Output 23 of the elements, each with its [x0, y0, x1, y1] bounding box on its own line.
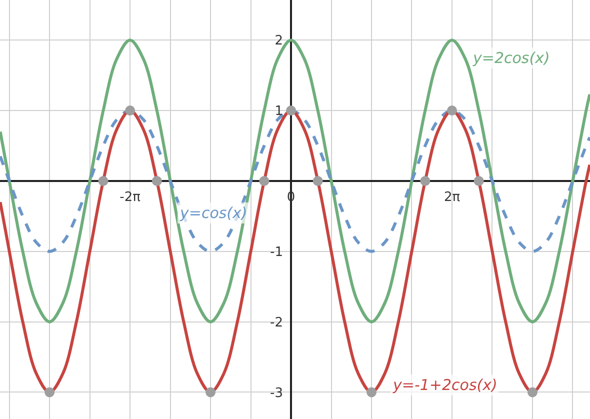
point	[259, 176, 270, 186]
point	[527, 387, 538, 398]
y-tick-label: -3	[270, 386, 284, 401]
point	[206, 387, 216, 398]
point	[44, 387, 55, 398]
point	[446, 106, 457, 116]
x-tick-label: -2π	[120, 190, 141, 205]
point	[152, 176, 162, 186]
point	[420, 176, 430, 186]
point	[474, 176, 484, 186]
point	[312, 176, 323, 186]
x-tick-label: 2π	[444, 190, 460, 205]
y-tick-label: 2	[274, 34, 284, 49]
series-label: y=cos(x)	[179, 204, 248, 222]
point	[366, 387, 377, 398]
series-label: y=-1+2cos(x)	[392, 376, 498, 394]
series-label: y=2cos(x)	[472, 49, 550, 67]
point	[98, 176, 108, 186]
y-tick-label: -1	[270, 244, 284, 260]
point	[125, 106, 136, 116]
y-tick-label: -2	[270, 315, 284, 330]
point	[286, 106, 296, 116]
y-tick-label: 1	[274, 104, 284, 120]
